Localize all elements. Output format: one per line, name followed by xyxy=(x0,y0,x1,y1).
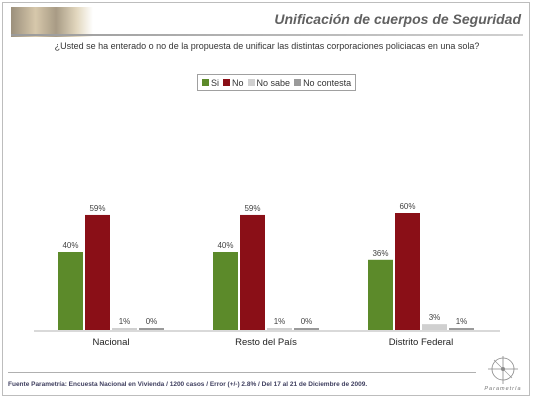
data-label-0-3: 0% xyxy=(146,317,158,326)
bar-2-3 xyxy=(449,328,474,330)
bar-1-2 xyxy=(267,328,292,330)
header-divider xyxy=(11,34,523,36)
legend-item-no-sabe: No sabe xyxy=(247,77,291,88)
data-label-1-2: 1% xyxy=(274,317,286,326)
header: Unificación de cuerpos de Seguridad xyxy=(3,3,529,37)
footer-source: Fuente Parametría: Encuesta Nacional en … xyxy=(8,381,368,388)
page-title: Unificación de cuerpos de Seguridad xyxy=(274,11,521,27)
bar-1-1 xyxy=(240,214,265,330)
legend-swatch-no-contesta xyxy=(294,79,302,86)
data-label-1-1: 59% xyxy=(244,204,260,213)
data-label-2-0: 36% xyxy=(372,249,388,258)
bar-0-2 xyxy=(112,328,137,330)
data-label-2-1: 60% xyxy=(399,202,415,211)
parametria-logo-icon: Parametría xyxy=(480,354,526,394)
bar-2-1 xyxy=(395,213,420,330)
legend-swatch-no xyxy=(223,79,231,86)
bar-0-1 xyxy=(85,214,110,330)
bar-0-3 xyxy=(139,328,164,330)
data-label-2-2: 3% xyxy=(429,313,441,322)
bar-0-0 xyxy=(58,252,83,330)
category-label-1: Resto del País xyxy=(235,337,297,348)
data-label-0-0: 40% xyxy=(62,241,78,250)
brand-name: Parametría xyxy=(484,386,522,392)
data-label-0-2: 1% xyxy=(119,317,131,326)
legend-swatch-si xyxy=(202,79,209,86)
legend-label-no-contesta: No contesta xyxy=(303,77,352,88)
bar-2-2 xyxy=(422,324,447,330)
category-label-0: Nacional xyxy=(93,337,130,348)
legend-item-no: No xyxy=(223,78,244,88)
legend-label-no-sabe: No sabe xyxy=(256,77,291,88)
category-label-2: Distrito Federal xyxy=(389,337,453,348)
data-label-1-3: 0% xyxy=(301,317,313,326)
chart-baseline xyxy=(34,330,500,332)
legend-label-si: Si xyxy=(211,77,220,88)
legend-item-no-contesta: No contesta xyxy=(294,78,351,88)
legend-label-no: No xyxy=(232,77,244,88)
chart-question: ¿Usted se ha enterado o no de la propues… xyxy=(54,41,480,51)
bar-2-0 xyxy=(368,259,393,330)
chart-legend: Si No No sabe No contesta xyxy=(197,74,357,91)
legend-item-si: Si xyxy=(202,78,219,88)
legend-swatch-no-sabe xyxy=(247,79,255,86)
data-label-1-0: 40% xyxy=(217,241,233,250)
data-label-0-1: 59% xyxy=(89,204,105,213)
data-label-2-3: 1% xyxy=(456,317,468,326)
bar-1-0 xyxy=(213,252,238,330)
bar-1-3 xyxy=(294,328,319,330)
header-photo-strip xyxy=(11,7,93,37)
footer-divider xyxy=(8,372,476,373)
